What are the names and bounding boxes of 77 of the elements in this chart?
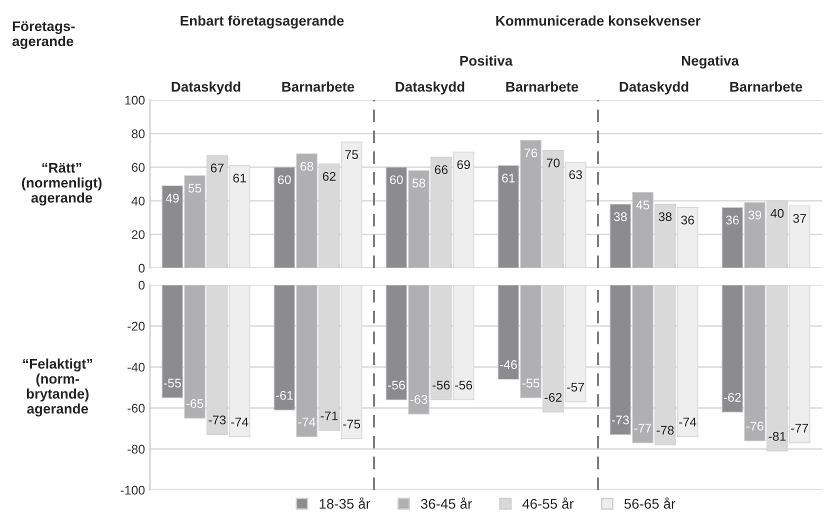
- data-label: -77: [791, 424, 808, 432]
- data-label: -74: [298, 418, 316, 426]
- data-label: -73: [208, 416, 226, 424]
- data-label: 38: [614, 212, 627, 222]
- legend-label: 18-35 år: [320, 497, 370, 509]
- x-tick-label: Dataskydd: [620, 81, 688, 94]
- y-tick-label: 80: [132, 129, 145, 138]
- data-label: -74: [231, 418, 248, 426]
- y-tick-label: 0: [138, 280, 145, 290]
- legend-label: 36-45 år: [420, 497, 472, 509]
- data-label: 68: [300, 162, 314, 171]
- data-label: -57: [567, 382, 584, 392]
- data-label: 45: [636, 200, 650, 210]
- x-tick-label: Barnarbete: [282, 81, 354, 92]
- data-label: 38: [658, 212, 672, 222]
- data-label: -77: [634, 424, 652, 432]
- x-tick-label: Barnarbete: [730, 81, 802, 92]
- data-label: 62: [322, 172, 336, 181]
- y-axis-title: “Felaktigt” (norm- brytande) agerande: [23, 358, 92, 416]
- data-label: -75: [343, 420, 360, 428]
- y-axis-title: “Rätt” (normenligt) agerande: [22, 162, 102, 206]
- data-label: 39: [748, 210, 762, 220]
- data-label: 70: [546, 158, 560, 168]
- data-label: -73: [612, 416, 629, 424]
- data-label: 69: [457, 160, 470, 170]
- data-label: 67: [210, 164, 224, 172]
- y-tick-label: -80: [128, 444, 145, 454]
- y-tick-label: -100: [120, 486, 145, 495]
- data-label: -81: [768, 432, 786, 441]
- data-label: -62: [544, 392, 562, 402]
- y-tick-label: 0: [138, 264, 145, 273]
- text: Positiva: [460, 56, 513, 66]
- data-label: 63: [569, 170, 582, 180]
- y-tick-label: 40: [132, 196, 145, 206]
- data-label: -78: [656, 426, 674, 435]
- data-label: -74: [679, 418, 696, 426]
- data-label: 49: [166, 194, 179, 203]
- data-label: 40: [770, 208, 784, 218]
- data-label: -71: [320, 412, 338, 420]
- text: Negativa: [682, 55, 740, 69]
- data-label: 36: [726, 216, 739, 224]
- data-label: 37: [793, 214, 806, 223]
- y-tick-label: -20: [128, 322, 145, 331]
- y-tick-label: 20: [132, 230, 145, 240]
- data-label: -46: [500, 360, 517, 370]
- data-label: 61: [502, 174, 515, 182]
- x-tick-label: Dataskydd: [396, 81, 464, 94]
- data-label: 60: [278, 175, 291, 184]
- y-tick-label: -40: [128, 362, 145, 372]
- data-label: -61: [276, 390, 293, 400]
- data-label: -56: [455, 380, 472, 390]
- data-label: -55: [164, 378, 181, 388]
- legend-label: 46-55 år: [522, 497, 574, 509]
- data-label: -63: [410, 395, 428, 404]
- data-label: -56: [432, 380, 450, 390]
- text: Företags- agerande: [12, 21, 75, 49]
- data-label: 66: [434, 165, 448, 174]
- data-label: -55: [522, 378, 540, 388]
- data-label: 61: [233, 174, 246, 182]
- y-tick-label: 100: [125, 96, 145, 105]
- text: Kommunicerade konsekvenser: [496, 16, 700, 26]
- x-tick-label: Dataskydd: [172, 81, 240, 94]
- data-label: 36: [681, 216, 694, 224]
- text: Enbart företagsagerande: [180, 15, 344, 29]
- legend-label: 56-65 år: [624, 497, 676, 509]
- data-label: -76: [746, 422, 764, 431]
- data-label: -62: [724, 392, 741, 402]
- data-label: 55: [188, 184, 202, 193]
- y-tick-label: -60: [128, 404, 145, 413]
- data-label: 60: [390, 175, 403, 184]
- y-tick-label: 60: [132, 163, 145, 172]
- data-label: 75: [345, 150, 358, 159]
- x-tick-label: Barnarbete: [506, 81, 578, 92]
- data-label: 76: [524, 148, 538, 158]
- data-label: -56: [388, 380, 405, 390]
- data-label: -65: [186, 399, 204, 408]
- data-label: 58: [412, 178, 426, 188]
